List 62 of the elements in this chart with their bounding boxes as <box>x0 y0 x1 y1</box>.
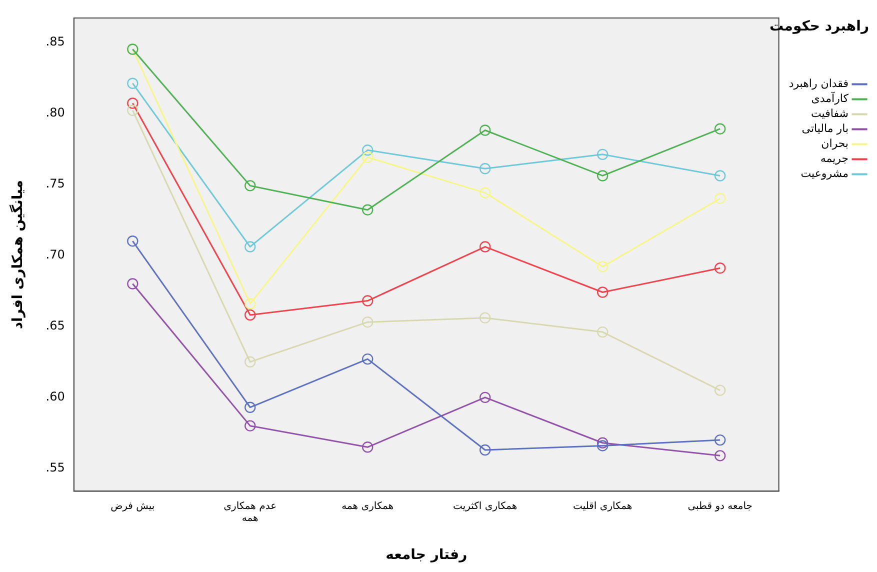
point <box>479 187 491 198</box>
point <box>479 124 491 136</box>
point <box>127 78 138 89</box>
y-axis-title: میانگین همکاری افراد <box>9 180 26 330</box>
point <box>596 440 608 452</box>
y-tick-label: .60 <box>46 390 65 404</box>
point <box>714 450 726 462</box>
y-tick-label: .65 <box>46 318 65 332</box>
point <box>596 261 608 272</box>
legend-label: بحران <box>821 137 848 150</box>
point <box>714 170 726 182</box>
x-tick-label: بیش فرض <box>110 500 155 512</box>
point <box>479 312 491 324</box>
point <box>714 434 726 446</box>
point <box>127 104 138 116</box>
point <box>244 241 256 252</box>
point <box>479 163 491 174</box>
x-tick-label: همکاری اکثریت <box>453 500 518 512</box>
legend-label: فقدان راهبرد <box>788 77 848 90</box>
point <box>127 236 138 247</box>
x-tick-label: همکاری اقلیت <box>572 500 632 512</box>
legend-label: شفافیت <box>810 107 848 120</box>
point <box>244 402 256 413</box>
point <box>596 148 608 160</box>
legend-label: مشروعیت <box>800 167 849 180</box>
y-tick-label: .55 <box>46 460 65 475</box>
point <box>244 298 256 310</box>
point <box>714 262 726 274</box>
point <box>362 442 374 453</box>
point <box>479 241 491 252</box>
legend-label: جریمه <box>820 152 848 166</box>
point <box>714 384 726 396</box>
point <box>596 326 608 338</box>
point <box>362 295 374 306</box>
point <box>244 180 256 192</box>
point <box>479 392 491 404</box>
point <box>479 444 491 456</box>
x-tick-label: عدم همکاری همه <box>224 500 277 524</box>
point <box>596 170 608 182</box>
y-tick-label: .80 <box>46 105 65 120</box>
x-tick-label: همکاری همه <box>342 500 394 512</box>
y-tick-label: .85 <box>46 34 65 48</box>
point <box>596 286 608 298</box>
point <box>244 309 256 321</box>
point <box>127 98 138 109</box>
y-tick-label: .70 <box>46 247 65 262</box>
point <box>362 144 374 156</box>
point <box>362 316 374 328</box>
point <box>127 278 138 290</box>
x-axis-title: رفتار جامعه <box>386 547 468 564</box>
point <box>244 420 256 432</box>
point <box>596 437 608 448</box>
point <box>244 356 256 368</box>
point <box>714 192 726 204</box>
y-tick-label: .75 <box>46 176 65 190</box>
point <box>714 123 726 134</box>
point <box>362 353 374 365</box>
point <box>362 152 374 163</box>
legend-label: بار مالیاتی <box>802 122 848 136</box>
x-tick-label: جامعه دو قطبی <box>688 500 752 512</box>
legend-label: کارآمدی <box>811 91 850 106</box>
point <box>362 204 374 216</box>
